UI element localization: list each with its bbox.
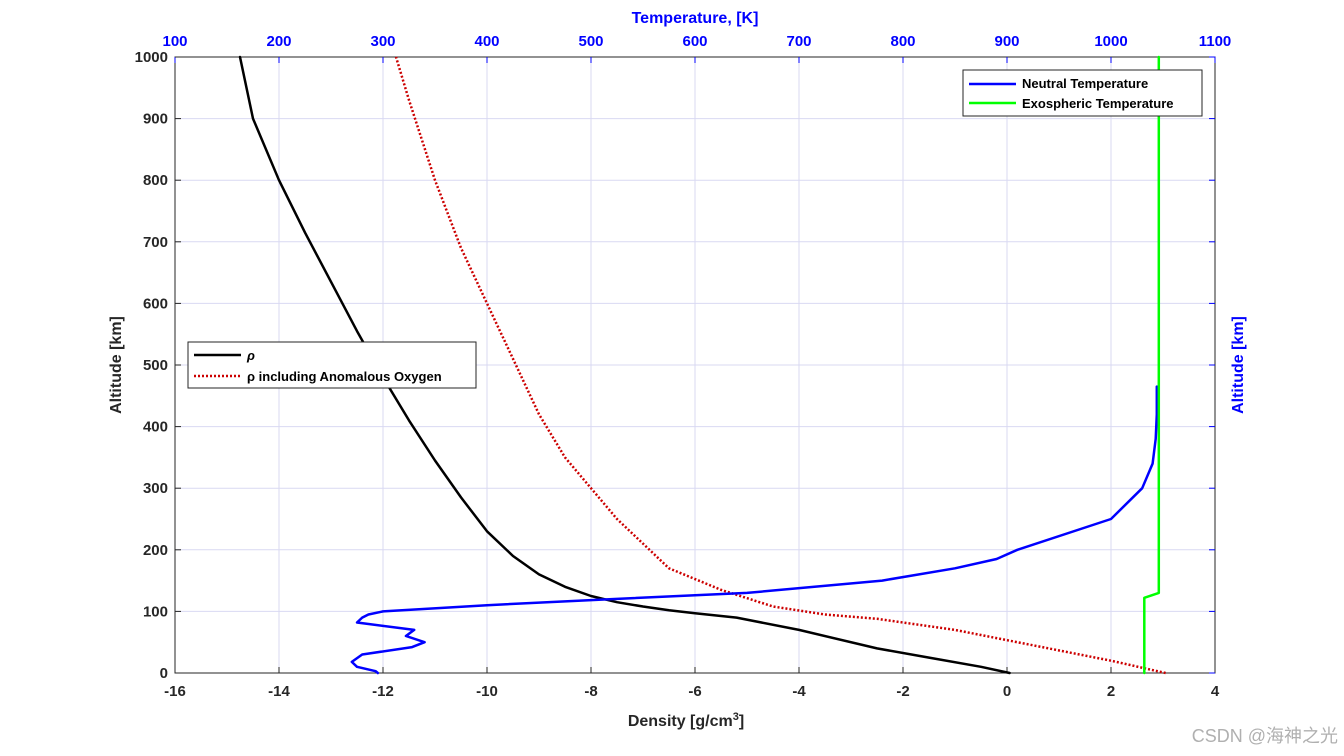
y-left-tick-label: 800 [143, 172, 168, 189]
y-left-axis-label: Altitude [km] [108, 316, 125, 414]
x-top-tick-label: 100 [162, 33, 187, 50]
x-bottom-tick-label: -10 [476, 683, 498, 700]
y-left-tick-label: 0 [160, 665, 168, 682]
x-top-tick-label: 400 [474, 33, 499, 50]
series-line-rho_ao [394, 56, 1166, 675]
y-left-tick-label: 200 [143, 542, 168, 559]
x-top-tick-label: 300 [370, 33, 395, 50]
series-line-exo [1143, 55, 1161, 675]
x-top-tick-label: 200 [266, 33, 291, 50]
legend-exo-label: Exospheric Temperature [1022, 96, 1173, 111]
x-top-tick-label: 600 [682, 33, 707, 50]
x-top-tick-label: 500 [578, 33, 603, 50]
x-bottom-tick-label: -2 [896, 683, 909, 700]
watermark: CSDN @海神之光 [1192, 726, 1338, 746]
x-bottom-tick-label: -12 [372, 683, 394, 700]
legend-temperature: Neutral Temperature Exospheric Temperatu… [962, 69, 1203, 117]
x-bottom-tick-label: -14 [268, 683, 290, 700]
y-left-tick-label: 300 [143, 480, 168, 497]
x-top-tick-label: 900 [994, 33, 1019, 50]
y-left-tick-label: 700 [143, 234, 168, 251]
x-top-tick-label: 1000 [1094, 33, 1127, 50]
y-left-tick-label: 1000 [135, 49, 168, 66]
x-bottom-tick-label: 2 [1107, 683, 1115, 700]
x-bottom-tick-label: -4 [792, 683, 806, 700]
legend-neutral-label: Neutral Temperature [1022, 76, 1148, 91]
x-bottom-axis-label: Density [g/cm3] [628, 711, 744, 730]
axis-ticks: -16 -14 -12 -10 -8 -6 -4 -2 0 2 4 100 200 300 400 500 60… [135, 33, 1232, 700]
y-left-tick-label: 500 [143, 357, 168, 374]
series-layer [238, 55, 1166, 675]
x-bottom-tick-label: 0 [1003, 683, 1011, 700]
legend-rho-ao-label: ρ including Anomalous Oxygen [247, 369, 442, 384]
legend-density-box [187, 341, 477, 389]
x-bottom-tick-label: -6 [688, 683, 701, 700]
y-left-tick-label: 600 [143, 295, 168, 312]
x-bottom-axis-label-sup: 3 [733, 711, 739, 723]
y-right-axis-label: Altitude [km] [1230, 316, 1247, 414]
x-bottom-tick-label: -16 [164, 683, 186, 700]
x-top-tick-label: 800 [890, 33, 915, 50]
series-line-rho [238, 55, 1011, 675]
legend-temperature-box [962, 69, 1203, 117]
y-left-tick-label: 100 [143, 603, 168, 620]
y-left-tick-label: 900 [143, 111, 168, 128]
x-bottom-tick-label: -8 [584, 683, 597, 700]
series-line-neutral [350, 385, 1159, 675]
y-left-tick-label: 400 [143, 419, 168, 436]
legend-density: ρ ρ including Anomalous Oxygen [187, 341, 477, 389]
x-top-tick-label: 1100 [1199, 33, 1232, 50]
x-top-tick-label: 700 [786, 33, 811, 50]
x-top-axis-label: Temperature, [K] [632, 10, 759, 27]
legend-rho-label: ρ [246, 348, 255, 363]
x-bottom-tick-label: 4 [1211, 683, 1220, 700]
